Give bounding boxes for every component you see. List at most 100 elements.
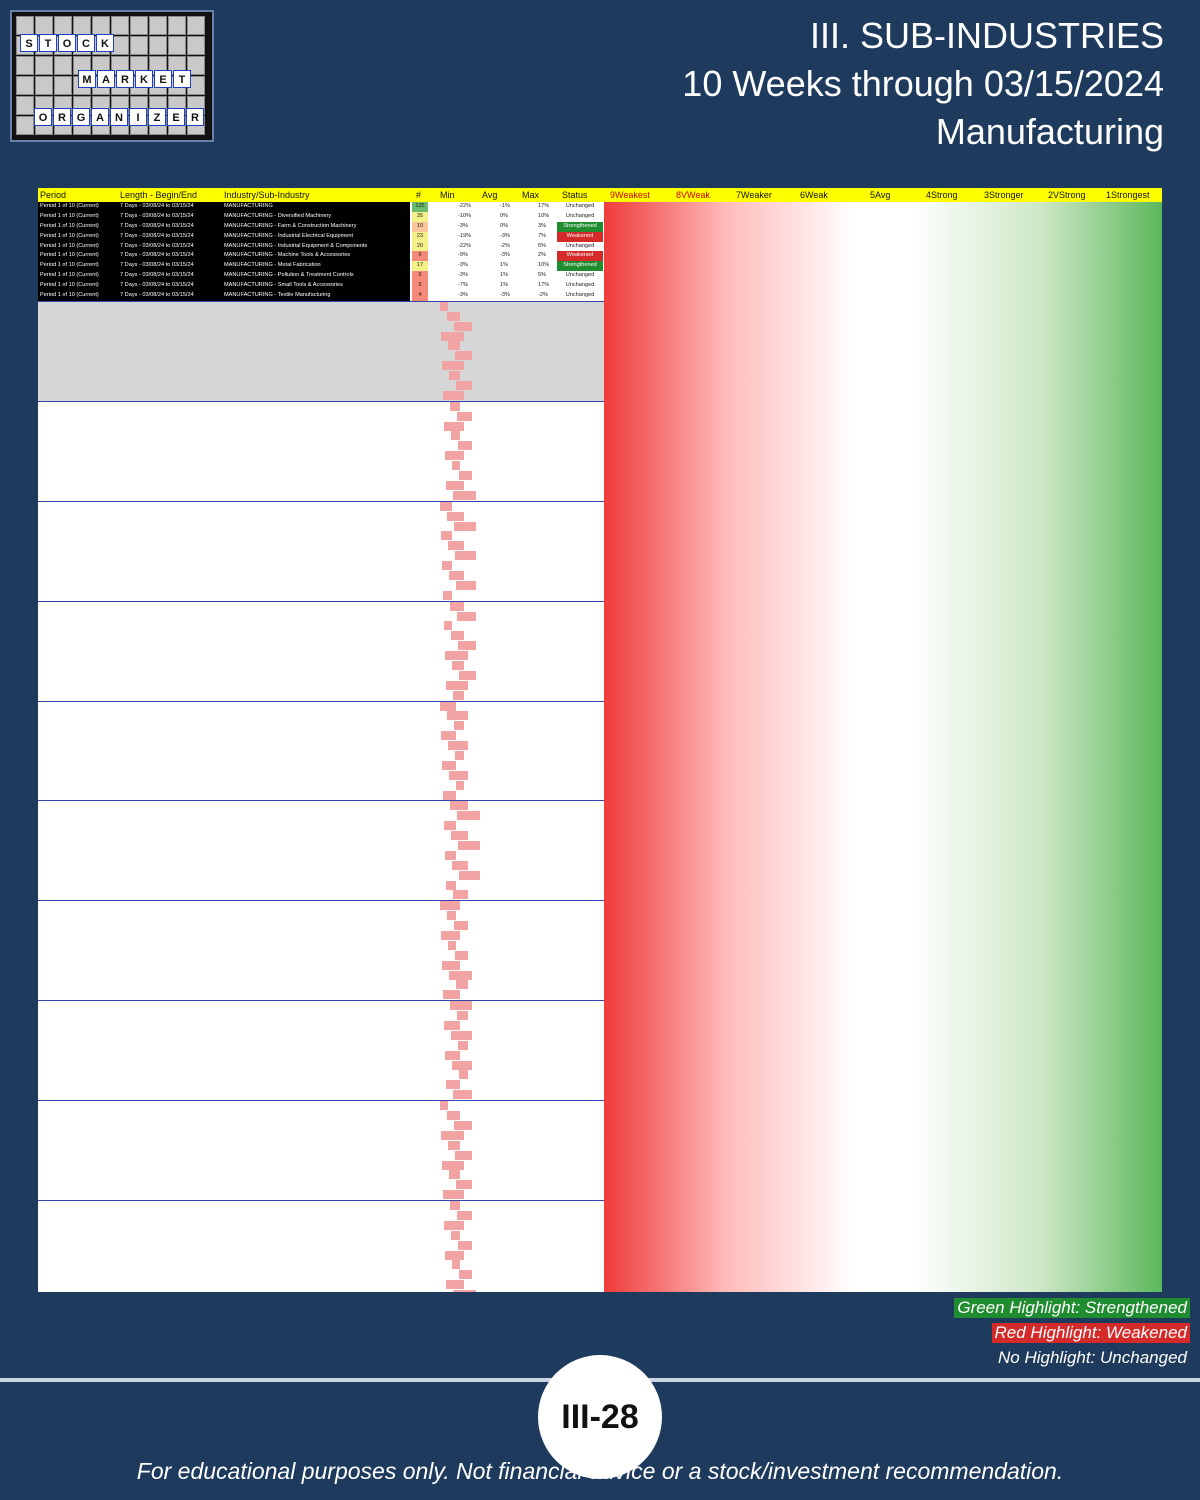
table-filler-row xyxy=(38,690,604,701)
table-filler-row xyxy=(38,850,604,861)
min-bar xyxy=(453,1290,476,1292)
min-bar xyxy=(450,601,464,611)
min-bar xyxy=(451,631,464,641)
min-bar xyxy=(452,860,468,870)
min-bar xyxy=(457,411,472,421)
table-filler-row xyxy=(38,741,604,751)
table-filler-row xyxy=(38,960,604,971)
table-filler-row xyxy=(38,1040,604,1051)
table-filler-row xyxy=(38,770,604,781)
table-filler-row xyxy=(38,921,604,931)
min-bar xyxy=(454,521,476,531)
min-bar xyxy=(450,1201,460,1211)
table-filler-row xyxy=(38,731,604,741)
min-bar xyxy=(446,480,464,490)
header-status: Status xyxy=(562,190,588,200)
table-row: Period 1 of 10 (Current) 7 Days - 03/08/… xyxy=(38,261,1162,272)
min-bar xyxy=(447,711,468,721)
min-bar xyxy=(455,351,472,361)
table-filler-row xyxy=(38,600,604,612)
table-filler-row xyxy=(38,631,604,641)
table-filler-row xyxy=(38,1140,604,1151)
table-filler-row xyxy=(38,321,604,332)
min-bar xyxy=(445,651,468,661)
table-filler-row xyxy=(38,1240,604,1251)
strength-gradient xyxy=(604,202,1162,1292)
min-bar xyxy=(455,750,464,760)
page-number-badge: III-28 xyxy=(538,1355,662,1479)
min-bar xyxy=(456,780,464,790)
min-bar xyxy=(448,341,460,351)
table-filler-row xyxy=(38,511,604,522)
min-bar xyxy=(449,570,464,580)
min-bar xyxy=(441,731,456,741)
min-bar xyxy=(449,1170,460,1180)
min-bar xyxy=(444,1021,460,1031)
table-filler-row xyxy=(38,931,604,941)
min-bar xyxy=(449,970,472,980)
header-min: Min xyxy=(440,190,455,200)
table-filler-rows xyxy=(38,300,1162,1292)
min-bar xyxy=(458,1040,468,1050)
table-filler-row xyxy=(38,371,604,382)
min-bar xyxy=(447,511,464,521)
table-filler-row xyxy=(38,990,604,1000)
min-bar xyxy=(455,1150,472,1160)
min-bar xyxy=(440,301,448,311)
table-filler-row xyxy=(38,331,604,342)
min-bar xyxy=(440,1101,448,1111)
table-filler-row xyxy=(38,900,604,911)
table-row: Period 1 of 10 (Current) 7 Days - 03/08/… xyxy=(38,281,1162,292)
table-filler-row xyxy=(38,860,604,871)
table-filler-row xyxy=(38,381,604,391)
min-bar xyxy=(442,960,460,970)
table-filler-row xyxy=(38,940,604,951)
min-bar xyxy=(448,1140,460,1150)
table-filler-row xyxy=(38,1000,604,1011)
table-filler-row xyxy=(38,750,604,761)
table-filler-row xyxy=(38,541,604,551)
header-max: Max xyxy=(522,190,540,200)
min-bar xyxy=(442,361,464,371)
header-2vstrong: 2VStrong xyxy=(1048,190,1086,200)
min-bar xyxy=(447,911,456,921)
table-filler-row xyxy=(38,950,604,961)
table-filler-row xyxy=(38,1150,604,1161)
min-bar xyxy=(444,821,456,831)
header-1strongest: 1Strongest xyxy=(1106,190,1150,200)
min-bar xyxy=(457,1210,472,1220)
table-filler-row xyxy=(38,660,604,671)
table-filler-row xyxy=(38,1120,604,1131)
min-bar xyxy=(459,670,476,680)
min-bar xyxy=(456,580,476,590)
table-filler-row xyxy=(38,1130,604,1141)
min-bar xyxy=(453,690,464,700)
legend-unchanged: No Highlight: Unchanged xyxy=(997,1348,1187,1367)
min-bar xyxy=(457,811,480,821)
table-filler-row xyxy=(38,970,604,981)
table-filler-row xyxy=(38,1250,604,1261)
min-bar xyxy=(440,701,456,711)
table-filler-row xyxy=(38,400,604,412)
table-filler-row xyxy=(38,780,604,791)
table-filler-row xyxy=(38,471,604,481)
min-bar xyxy=(457,611,476,621)
table-row: Period 1 of 10 (Current) 7 Days - 03/08/… xyxy=(38,271,1162,282)
header-6weak: 6Weak xyxy=(800,190,828,200)
table-filler-row xyxy=(38,1280,604,1290)
legend-weakened: Red Highlight: Weakened xyxy=(991,1323,1190,1343)
min-bar xyxy=(447,1111,460,1121)
page-subtitle-dates: 10 Weeks through 03/15/2024 xyxy=(682,63,1164,104)
table-filler-row xyxy=(38,980,604,990)
header-period: Period xyxy=(40,190,67,200)
header-3stronger: 3Stronger xyxy=(984,190,1024,200)
table-filler-row xyxy=(38,521,604,532)
table-filler-row xyxy=(38,700,604,712)
min-bar xyxy=(446,880,456,890)
min-bar xyxy=(453,1090,472,1100)
table-filler-row xyxy=(38,890,604,900)
min-bar xyxy=(445,1050,460,1060)
header-8vweak: 8VWeak xyxy=(676,190,710,200)
